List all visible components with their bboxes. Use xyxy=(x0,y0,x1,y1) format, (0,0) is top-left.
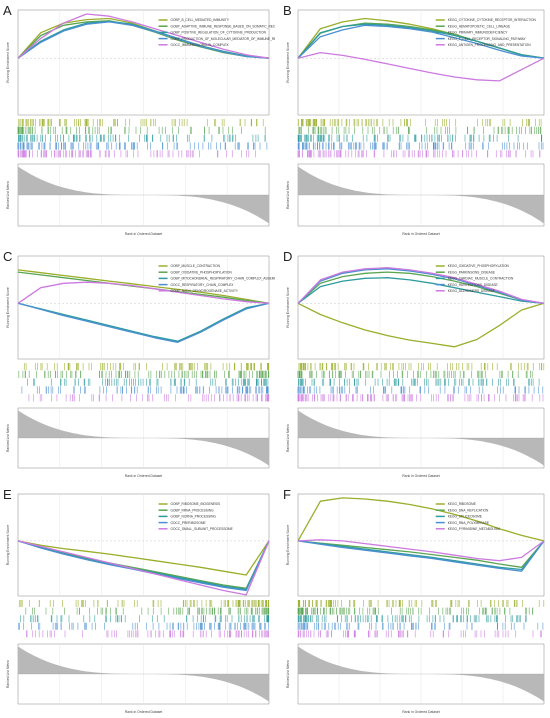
legend-label-1: GOBP_MUSCLE_CONTRACTION xyxy=(171,264,221,268)
series-line-5 xyxy=(297,51,545,82)
series-line-4 xyxy=(297,540,545,572)
legend-label-2: KEGG_PARKINSONS_DISEASE xyxy=(448,270,495,274)
panel-label-a: A xyxy=(3,3,12,18)
panel-label-d: D xyxy=(283,249,293,264)
legend-label-3: GOBP_POSITIVE_REGULATION_OF_CYTOKINE_PRO… xyxy=(171,31,267,35)
y-axis-title-ranked-metric: Ranked List Metric xyxy=(286,660,290,688)
legend-label-5: KEGG_ANTIGEN_PROCESSING_AND_PRESENTATION xyxy=(448,43,531,47)
series-line-4 xyxy=(297,24,545,59)
series-line-3 xyxy=(297,540,545,571)
legend-label-1: KEGG_RIBOSOME xyxy=(448,502,476,506)
series-line-5 xyxy=(297,267,545,304)
legend-label-2: KEGG_DNA_REPLICATION xyxy=(448,508,489,512)
series-line-4 xyxy=(17,302,270,343)
series-line-5 xyxy=(297,539,545,562)
legend-label-5: KEGG_ALZHEIMERS_DISEASE xyxy=(448,289,495,293)
gsea-panel-a: Running Enrichment Score Ranked List Metr… xyxy=(6,9,275,236)
y-axis-title-ranked-metric: Ranked List Metric xyxy=(286,424,290,452)
legend-label-3: KEGG_PRIMARY_IMMUNODEFICIENCY xyxy=(448,31,509,35)
y-axis-title-ranked-metric: Ranked List Metric xyxy=(6,424,10,452)
legend-label-3: GOBP_MITOCHONDRIAL_RESPIRATORY_CHAIN_COM… xyxy=(171,277,275,281)
x-axis-title: Rank in Ordered Dataset xyxy=(402,232,440,236)
series-line-3 xyxy=(17,302,270,342)
series-line-1 xyxy=(297,497,545,542)
series-line-1 xyxy=(297,302,545,348)
series-line-3 xyxy=(297,277,545,304)
series-line-4 xyxy=(17,21,270,59)
legend-label-5: KEGG_PYRIMIDINE_METABOLISM xyxy=(448,527,500,531)
series-line-4 xyxy=(297,268,545,304)
gsea-panel-f: Running Enrichment Score Ranked List Metr… xyxy=(286,493,545,714)
legend-label-3: KEGG_CARDIAC_MUSCLE_CONTRACTION xyxy=(448,277,514,281)
y-axis-title-running-score: Running Enrichment Score xyxy=(6,287,10,328)
legend-label-4: KEGG_RNA_POLYMERASE xyxy=(448,521,489,525)
y-axis-title-running-score: Running Enrichment Score xyxy=(6,525,10,566)
legend-label-1: GOBP_RIBOSOME_BIOGENESIS xyxy=(171,502,221,506)
y-axis-title-ranked-metric: Ranked List Metric xyxy=(286,181,290,209)
legend-label-5: GOMF_NADH_DEHYDROGENASE_ACTIVITY xyxy=(171,289,239,293)
legend-label-2: KEGG_HEMATOPOIETIC_CELL_LINEAGE xyxy=(448,24,510,28)
panel-label-f: F xyxy=(283,487,291,502)
legend-label-2: GOBP_OXIDATIVE_PHOSPHORYLATION xyxy=(171,270,233,274)
legend-label-4: KEGG_T_CELL_RECEPTOR_SIGNALING_PATHWAY xyxy=(448,37,527,41)
series-line-3 xyxy=(297,23,545,59)
gsea-panel-d: Running Enrichment Score Ranked List Metr… xyxy=(286,255,545,478)
legend-label-2: GOBP_RRNA_PROCESSING xyxy=(171,508,215,512)
legend-label-2: GOBP_ADAPTIVE_IMMUNE_RESPONSE_BASED_ON_S… xyxy=(171,24,275,28)
legend-label-5: GOCC_IMMUNOGLOBULIN_COMPLEX xyxy=(171,43,230,47)
series-line-1 xyxy=(17,540,270,576)
y-axis-title-running-score: Running Enrichment Score xyxy=(286,525,290,566)
series-line-5 xyxy=(17,13,270,59)
x-axis-title: Rank in Ordered Dataset xyxy=(125,232,163,236)
legend-label-5: GOCC_SMALL_SUBUNIT_PROCESSOME xyxy=(171,527,233,531)
legend-label-1: KEGG_CYTOKINE_CYTOKINE_RECEPTOR_INTERACT… xyxy=(448,18,537,22)
series-line-1 xyxy=(17,269,270,304)
legend-label-3: GOBP_NCRNA_PROCESSING xyxy=(171,515,217,519)
legend-label-1: GOBP_B_CELL_MEDIATED_IMMUNITY xyxy=(171,18,230,22)
series-line-5 xyxy=(17,540,270,596)
x-axis-title: Rank in Ordered Dataset xyxy=(402,710,440,714)
x-axis-title: Rank in Ordered Dataset xyxy=(402,474,440,478)
legend-label-4: GOCC_PRERIBOSOME xyxy=(171,521,206,525)
series-line-5 xyxy=(17,281,270,304)
legend-label-4: KEGG_HUNTINGTONS_DISEASE xyxy=(448,283,498,287)
y-axis-title-running-score: Running Enrichment Score xyxy=(286,42,290,83)
y-axis-title-ranked-metric: Ranked List Metric xyxy=(6,181,10,209)
gsea-panel-c: Running Enrichment Score Ranked List Metr… xyxy=(6,255,275,478)
gsea-panel-b: Running Enrichment Score Ranked List Metr… xyxy=(286,9,545,236)
legend-label-1: KEGG_OXIDATIVE_PHOSPHORYLATION xyxy=(448,264,510,268)
panel-label-e: E xyxy=(3,487,12,502)
series-line-2 xyxy=(297,540,545,568)
legend-label-4: GOBP_PRODUCTION_OF_MOLECULAR_MEDIATOR_OF… xyxy=(171,37,275,41)
legend-label-3: KEGG_SPLICEOSOME xyxy=(448,515,482,519)
panel-label-b: B xyxy=(283,3,292,18)
x-axis-title: Rank in Ordered Dataset xyxy=(125,474,163,478)
gsea-panel-e: Running Enrichment Score Ranked List Metr… xyxy=(6,493,270,714)
panel-label-c: C xyxy=(3,249,13,264)
y-axis-title-ranked-metric: Ranked List Metric xyxy=(6,660,10,688)
y-axis-title-running-score: Running Enrichment Score xyxy=(6,42,10,83)
x-axis-title: Rank in Ordered Dataset xyxy=(125,710,163,714)
series-line-2 xyxy=(297,271,545,304)
legend-label-4: GOCC_RESPIRATORY_CHAIN_COMPLEX xyxy=(171,283,235,287)
y-axis-title-running-score: Running Enrichment Score xyxy=(286,287,290,328)
